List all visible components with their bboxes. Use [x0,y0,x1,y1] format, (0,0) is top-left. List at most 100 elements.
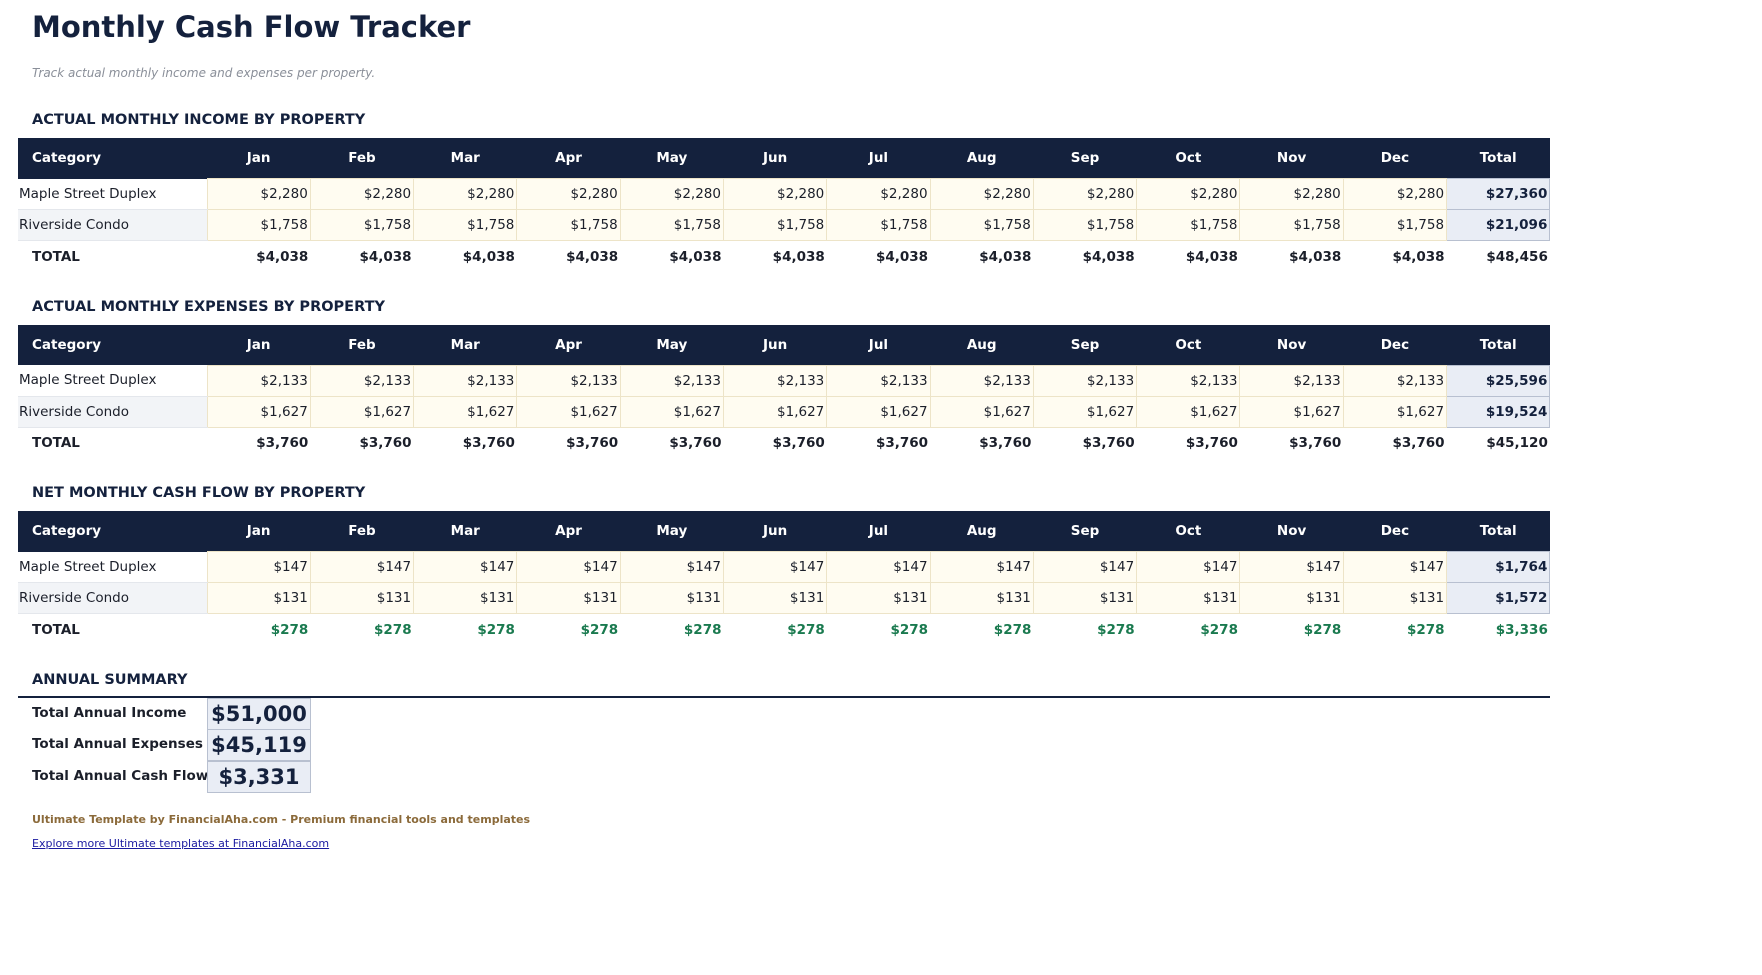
cell: $2,280 [1239,178,1344,210]
total-cell: $278 [310,613,414,645]
cell: $1,758 [1342,209,1448,241]
total-cell: $4,038 [620,240,724,272]
summary-value: $51,000 [207,698,311,730]
cell: $2,133 [1239,364,1344,397]
total-row: TOTAL $278 $278 $278 $278 $278 $278 $278 $278 $27… [18,613,1550,645]
total-cell: $278 [1136,613,1240,645]
cell: $131 [929,582,1034,614]
footer-link[interactable]: Explore more Ultimate templates at Finan… [32,837,330,850]
cell: $1,627 [1342,395,1448,428]
total-cell: $278 [207,613,311,645]
total-cell: $4,038 [1343,240,1447,272]
cell: $2,133 [413,364,518,397]
cell: $2,280 [309,178,415,210]
cell: $2,133 [1032,364,1138,397]
cell: $27,360 [1446,178,1551,210]
cell: $131 [619,582,724,614]
total-cell: $3,760 [1239,426,1344,459]
cell: $147 [722,551,828,583]
column-header: Nov [1239,324,1344,365]
cell: $131 [413,582,518,614]
total-cell: $3,760 [207,426,311,459]
column-header: Oct [1136,138,1240,179]
cell: $147 [929,551,1034,583]
cell: $131 [309,582,415,614]
cell: $1,764 [1446,551,1551,583]
total-cell: $4,038 [413,240,517,272]
cell: $1,758 [929,209,1034,241]
column-header: Sep [1033,511,1137,552]
total-cell: $4,038 [207,240,311,272]
summary-value: $3,331 [207,760,311,793]
page-title: Monthly Cash Flow Tracker [32,10,471,44]
total-label: TOTAL [18,426,207,459]
total-cell: $3,760 [1033,426,1137,459]
cell: $1,627 [309,395,415,428]
cell: $147 [413,551,518,583]
column-header: Mar [413,138,517,179]
column-header: Total [1446,138,1550,179]
column-header: Apr [516,511,621,552]
cell: $131 [1032,582,1138,614]
column-header: Sep [1033,324,1137,365]
cell: $147 [826,551,931,583]
cell: $1,758 [413,209,518,241]
cell: $1,627 [929,395,1034,428]
section-heading: ACTUAL MONTHLY EXPENSES BY PROPERTY [32,298,385,315]
row-label: Riverside Condo [18,582,207,614]
total-cell: $4,038 [723,240,827,272]
cell: $25,596 [1446,364,1551,397]
column-header: Mar [413,324,517,365]
data-row: Maple Street Duplex $147 $147 $147 $147 $147 $… [18,551,1551,583]
column-header: Category [18,511,207,552]
column-header: Nov [1239,511,1344,552]
cell: $147 [1032,551,1138,583]
total-cell: $4,038 [516,240,621,272]
total-cell: $3,336 [1446,613,1550,645]
column-header: Dec [1343,511,1447,552]
cell: $2,133 [1136,364,1241,397]
total-label: TOTAL [18,240,207,272]
cell: $1,758 [206,209,311,241]
cell: $1,627 [1136,395,1241,428]
total-cell: $4,038 [1033,240,1137,272]
cell: $1,758 [1136,209,1241,241]
total-cell: $278 [723,613,827,645]
column-header: Feb [310,324,414,365]
row-label: Maple Street Duplex [18,178,207,210]
column-header: Jul [826,511,931,552]
column-header: Category [18,324,207,365]
data-row: Maple Street Duplex $2,133 $2,133 $2,133 $2,… [18,364,1551,397]
cell: $1,758 [619,209,724,241]
column-header: Feb [310,511,414,552]
cell: $2,280 [619,178,724,210]
column-header: Jun [723,511,827,552]
cell: $1,627 [1032,395,1138,428]
cell: $1,758 [1239,209,1344,241]
cell: $2,133 [309,364,415,397]
total-cell: $45,120 [1446,426,1550,459]
column-header: Jan [207,138,311,179]
column-header: Aug [930,511,1034,552]
total-cell: $3,760 [930,426,1034,459]
summary-rule [18,696,1550,698]
total-cell: $278 [826,613,931,645]
cell: $2,133 [826,364,931,397]
section-table: Category Jan Feb Mar Apr May Jun Jul Aug Sep Oct No… [18,138,1551,272]
column-header: Apr [516,324,621,365]
data-row: Riverside Condo $131 $131 $131 $131 $131 $131 $… [18,582,1551,614]
cell: $1,758 [516,209,621,241]
total-cell: $3,760 [723,426,827,459]
column-header: Category [18,138,207,179]
total-cell: $278 [413,613,517,645]
cell: $2,280 [516,178,621,210]
summary-heading: ANNUAL SUMMARY [32,672,188,688]
summary-label: Total Annual Cash Flow [32,767,209,784]
row-label: Maple Street Duplex [18,365,207,397]
summary-label: Total Annual Expenses [32,736,203,753]
cell: $131 [206,582,311,614]
total-cell: $3,760 [1136,426,1240,459]
data-row: Maple Street Duplex $2,280 $2,280 $2,280 $2,… [18,178,1551,210]
cell: $131 [722,582,828,614]
